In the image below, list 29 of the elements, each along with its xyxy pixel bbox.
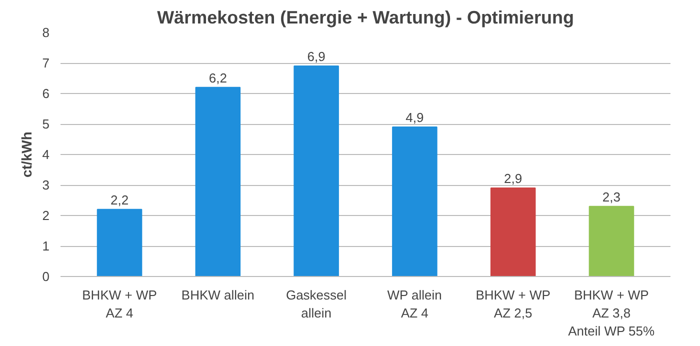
bar [96, 208, 142, 276]
bar [195, 86, 241, 276]
data-label: 2,3 [602, 189, 621, 204]
y-tick-label: 3 [42, 178, 50, 192]
y-tick-label: 2 [42, 208, 50, 223]
y-tick-label: 7 [42, 56, 50, 70]
x-tick-label: BHKW + WP AZ 2,5 [476, 288, 550, 320]
data-label: 2,9 [504, 171, 522, 186]
data-label: 6,9 [307, 49, 326, 64]
y-tick-label: 1 [42, 238, 50, 254]
x-tick-label: Gaskessel allein [286, 288, 347, 320]
y-tick-label: 0 [42, 269, 50, 284]
data-label: 2,2 [110, 192, 129, 208]
y-axis-title: ct/kWh [18, 132, 34, 178]
bar [588, 206, 634, 276]
data-label: 6,2 [208, 70, 227, 86]
y-tick-label: 4 [42, 147, 50, 162]
bar [490, 188, 536, 276]
x-tick-label: BHKW + WP AZ 4 [82, 288, 157, 320]
y-tick-label: 5 [42, 116, 50, 132]
bar [392, 126, 438, 276]
chart-title: Wärmekosten (Energie + Wartung) - Optimierung [157, 8, 574, 28]
data-label: 4,9 [406, 110, 424, 126]
x-tick-label: BHKW allein [181, 288, 254, 302]
y-tick-label: 8 [42, 25, 50, 40]
x-tick-label: BHKW + WP AZ 3,8 Anteil WP 55% [568, 288, 656, 338]
bar [294, 66, 339, 276]
x-tick-label: WP allein AZ 4 [387, 288, 442, 320]
y-tick-label: 6 [42, 86, 50, 101]
